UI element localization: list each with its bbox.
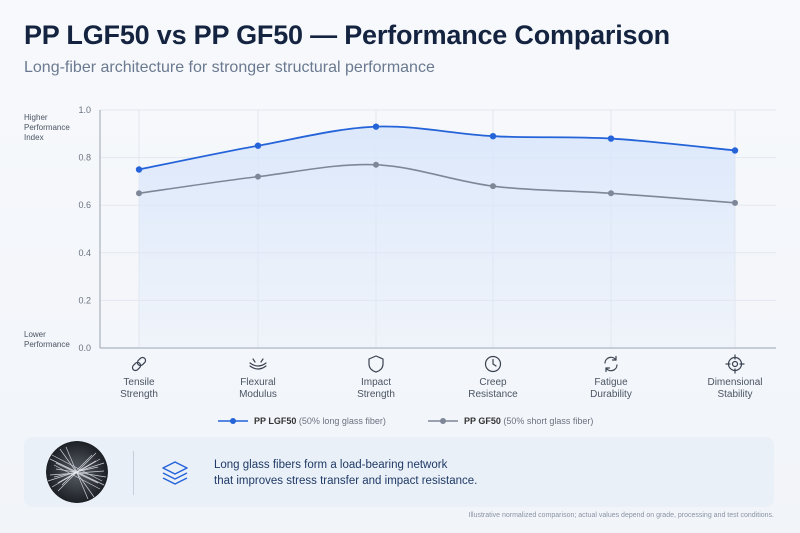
- info-divider: [133, 451, 134, 495]
- page-subtitle: Long-fiber architecture for stronger str…: [24, 59, 435, 76]
- data-point-gf: [490, 183, 496, 190]
- data-point-gf: [373, 161, 379, 168]
- legend-desc-gf: (50% short glass fiber): [503, 416, 594, 426]
- legend-marker-lgf: [218, 418, 248, 424]
- y-tick-label: 0.0: [78, 343, 91, 353]
- y-tick-label: 0.4: [78, 248, 91, 258]
- legend-item-gf: PP GF50 (50% short glass fiber): [428, 416, 593, 426]
- glass-fiber-image: [46, 441, 108, 503]
- series-line-gf: [138, 163, 736, 204]
- y-tick-label: 1.0: [78, 105, 91, 115]
- cycle-icon: [601, 354, 621, 374]
- legend-label-gf: PP GF50: [464, 416, 501, 426]
- y-tick-label: 0.6: [78, 200, 91, 210]
- data-point-lgf: [372, 123, 380, 130]
- area-fill-lgf: [139, 126, 735, 349]
- y-caption-higher: Higher Performance Index: [24, 113, 70, 142]
- data-point-gf: [255, 173, 261, 180]
- footnote: Illustrative normalized comparison; actu…: [468, 512, 774, 519]
- legend-desc-lgf: (50% long glass fiber): [298, 416, 386, 426]
- category-label: Impact Strength: [357, 377, 395, 400]
- target-icon: [725, 354, 745, 374]
- data-point-gf: [732, 199, 738, 206]
- category-label: Dimensional Stability: [707, 377, 763, 400]
- clock-icon: [483, 354, 503, 374]
- series-line-lgf: [138, 125, 736, 171]
- category-label: Tensile Strength: [120, 377, 158, 400]
- category-label: Creep Resistance: [468, 377, 518, 400]
- data-point-lgf: [489, 132, 497, 140]
- category-label: Fatigue Durability: [590, 377, 632, 400]
- link-icon: [129, 354, 149, 374]
- bend-icon: [248, 354, 268, 374]
- info-line-1: Long glass fibers form a load-bearing ne…: [214, 459, 448, 471]
- data-point-lgf: [135, 166, 143, 173]
- info-line-2: that improves stress transfer and impact…: [214, 475, 478, 487]
- category-label: Flexural Modulus: [239, 377, 277, 400]
- shield-icon: [366, 354, 386, 374]
- data-point-lgf: [254, 142, 262, 149]
- y-caption-lower: Lower Performance: [24, 330, 70, 349]
- page-title: PP LGF50 vs PP GF50 — Performance Compar…: [24, 20, 670, 50]
- data-point-gf: [608, 190, 614, 197]
- data-point-lgf: [607, 135, 615, 142]
- data-point-gf: [136, 190, 142, 197]
- y-tick-label: 0.2: [78, 295, 91, 305]
- y-tick-label: 0.8: [78, 153, 91, 163]
- info-panel: Long glass fibers form a load-bearing ne…: [24, 437, 774, 507]
- performance-line-chart: 0.0 0.2 0.4 0.6 0.8 1.0: [78, 105, 776, 353]
- legend-marker-gf: [428, 418, 458, 424]
- legend-label-lgf: PP LGF50: [254, 416, 297, 426]
- data-point-lgf: [731, 147, 739, 154]
- layers-icon: [159, 457, 191, 489]
- legend-item-lgf: PP LGF50 (50% long glass fiber): [218, 416, 386, 426]
- info-text: Long glass fibers form a load-bearing ne…: [214, 457, 477, 489]
